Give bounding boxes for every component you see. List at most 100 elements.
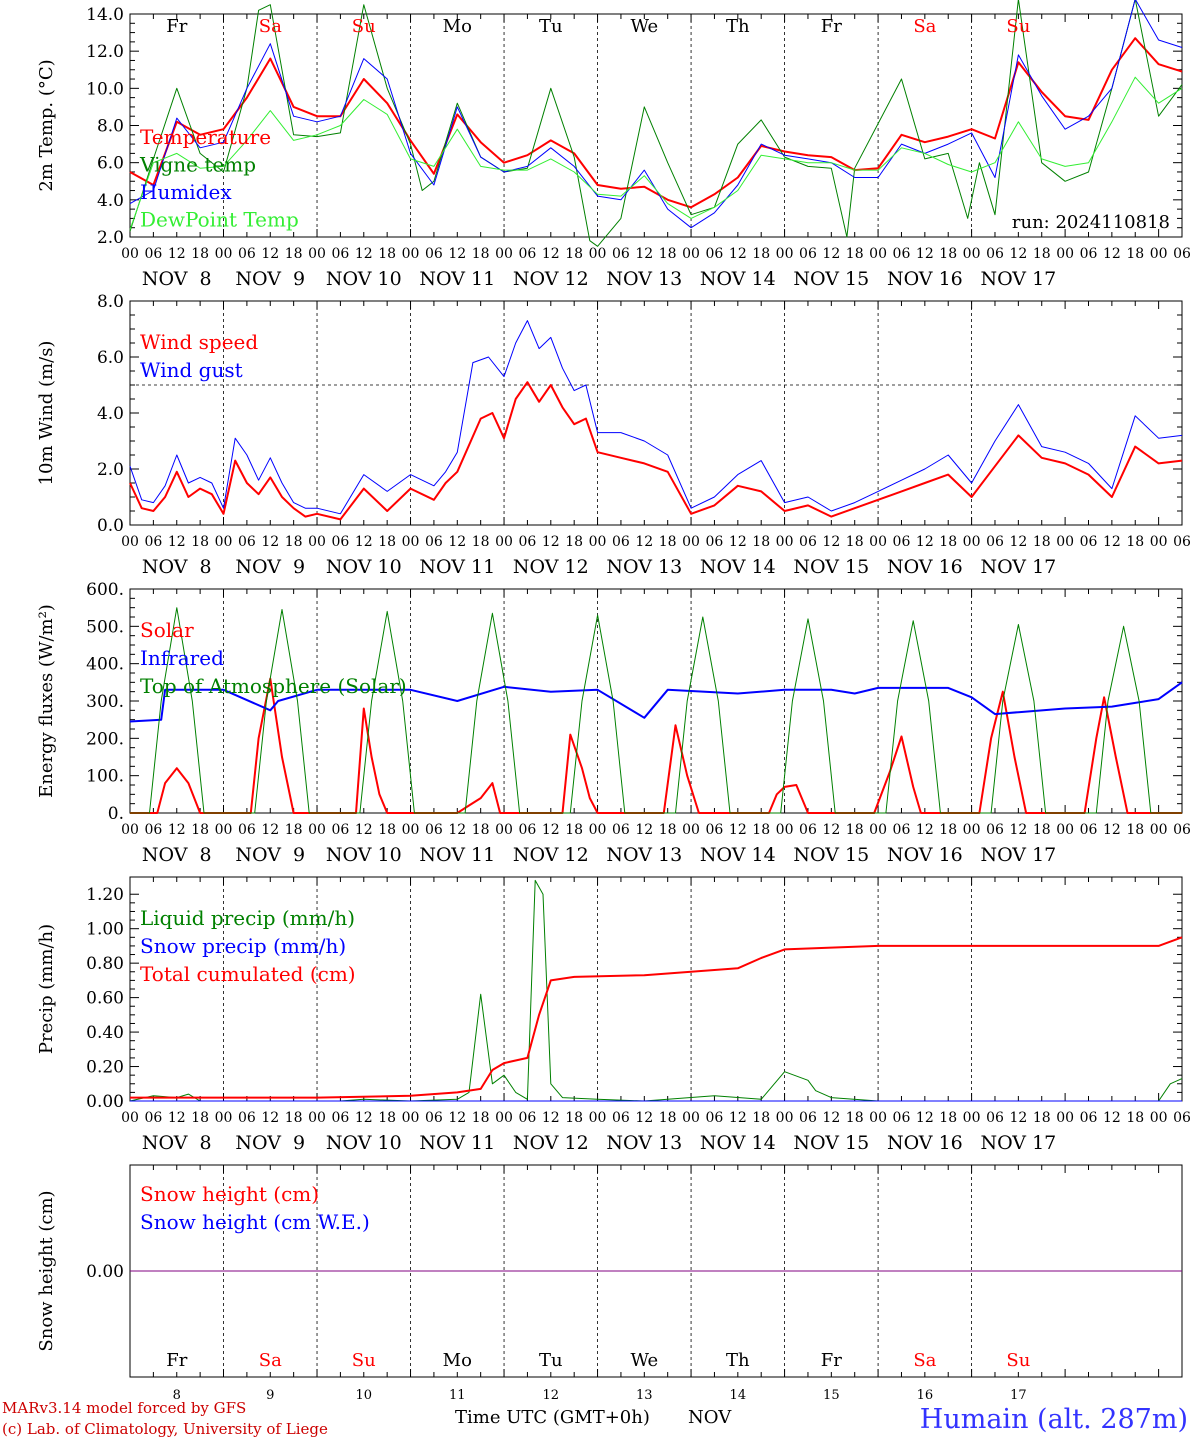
y-tick-label: 0.0: [97, 516, 124, 536]
legend-entry: Snow precip (mm/h): [140, 934, 346, 958]
date-label: NOV 12: [513, 556, 589, 578]
series-line: [130, 936, 1183, 1099]
hour-tick-label: 00: [308, 822, 326, 838]
hour-tick-label: 18: [939, 822, 957, 838]
day-abbr: Su: [352, 16, 376, 37]
hour-tick-label: 18: [1126, 534, 1144, 550]
day-abbr: Th: [726, 1350, 750, 1371]
date-label: NOV 17: [980, 556, 1056, 578]
legend-entry: DewPoint Temp: [140, 208, 299, 232]
hour-tick-label: 00: [776, 1110, 794, 1126]
y-axis-label: 10m Wind (m/s): [36, 341, 57, 486]
hour-tick-label: 06: [1173, 822, 1191, 838]
hour-tick-label: 00: [1150, 246, 1168, 262]
y-tick-label: 200.: [86, 729, 124, 749]
y-tick-label: 0.: [108, 804, 124, 824]
hour-tick-label: 18: [565, 822, 583, 838]
day-abbr: Fr: [166, 1350, 187, 1371]
hour-tick-label: 12: [168, 246, 186, 262]
hour-tick-label: 06: [331, 246, 349, 262]
hour-tick-label: 18: [1126, 1110, 1144, 1126]
chart-panel-3: 0. 100. 200. 300. 400. 500. 600. Energy fluxes …: [36, 580, 1191, 866]
hour-tick-label: 06: [612, 246, 630, 262]
hour-tick-label: 18: [191, 822, 209, 838]
hour-tick-label: 12: [355, 1110, 373, 1126]
hour-tick-label: 12: [1009, 822, 1027, 838]
y-axis-label: 2m Temp. (°C): [36, 59, 57, 191]
hour-tick-label: 00: [495, 822, 513, 838]
hour-tick-label: 12: [261, 246, 279, 262]
footer: MARv3.14 model forced by GFS (c) Lab. of…: [2, 1399, 1188, 1438]
hour-tick-label: 00: [869, 822, 887, 838]
chart-panel-1: 2.0 4.0 6.0 8.0 10.0 12.0 14.0 2m Temp. (°C) Tem…: [36, 0, 1191, 290]
date-label: NOV 16: [887, 556, 963, 578]
hour-tick-label: 12: [448, 1110, 466, 1126]
hour-tick-label: 00: [1056, 822, 1074, 838]
hour-tick-label: 18: [1126, 246, 1144, 262]
hour-tick-label: 18: [846, 822, 864, 838]
legend-entry: Total cumulated (cm): [140, 962, 356, 986]
y-tick-label: 8.0: [97, 117, 124, 137]
plot-frame: [129, 13, 1183, 238]
date-label: NOV 14: [700, 556, 776, 578]
hour-tick-label: 00: [589, 534, 607, 550]
hour-tick-label: 12: [635, 822, 653, 838]
y-tick-label: 4.0: [97, 404, 124, 424]
day-abbr: Sa: [913, 1350, 936, 1371]
date-label: NOV 16: [887, 1132, 963, 1154]
hour-tick-label: 06: [706, 1110, 724, 1126]
hour-tick-label: 06: [893, 534, 911, 550]
date-label: NOV 9: [235, 1132, 305, 1154]
hour-tick-label: 12: [1103, 1110, 1121, 1126]
legend-entry: Solar: [140, 618, 194, 642]
date-label: NOV 12: [513, 268, 589, 290]
legend-entry: Infrared: [140, 646, 224, 670]
hour-tick-label: 12: [542, 1110, 560, 1126]
hour-tick-label: 00: [589, 1110, 607, 1126]
hour-tick-label: 06: [986, 246, 1004, 262]
day-abbr: We: [630, 1350, 658, 1371]
hour-tick-label: 06: [799, 822, 817, 838]
date-label: NOV 12: [513, 844, 589, 866]
hour-tick-label: 00: [1056, 246, 1074, 262]
hour-tick-label: 18: [939, 534, 957, 550]
legend-entry: Wind gust: [140, 358, 243, 382]
location-title: Humain (alt. 287m): [920, 1404, 1188, 1435]
date-label: NOV 8: [142, 1132, 212, 1154]
day-abbr: Su: [1006, 1350, 1030, 1371]
hour-tick-label: 06: [1173, 246, 1191, 262]
hour-tick-label: 12: [729, 822, 747, 838]
hour-tick-label: 12: [542, 822, 560, 838]
y-tick-label: 0.40: [86, 1023, 124, 1043]
hour-tick-label: 00: [776, 534, 794, 550]
y-tick-label: 0.20: [86, 1058, 124, 1078]
hour-tick-label: 12: [355, 534, 373, 550]
hour-tick-label: 18: [472, 246, 490, 262]
y-tick-label: 1.00: [86, 920, 124, 940]
date-label: NOV 12: [513, 1132, 589, 1154]
hour-tick-label: 18: [846, 534, 864, 550]
hour-tick-label: 00: [308, 246, 326, 262]
hour-tick-label: 12: [822, 822, 840, 838]
hour-tick-label: 06: [612, 822, 630, 838]
hour-tick-label: 06: [144, 534, 162, 550]
hour-tick-label: 06: [893, 246, 911, 262]
hour-tick-label: 06: [425, 822, 443, 838]
date-label: NOV 16: [887, 268, 963, 290]
hour-tick-label: 18: [378, 246, 396, 262]
day-number: 17: [1010, 1388, 1027, 1403]
chart-panel-4: 0.00 0.20 0.40 0.60 0.80 1.00 1.20 Precip (mm/h…: [36, 876, 1191, 1154]
hour-tick-label: 00: [1150, 1110, 1168, 1126]
hour-tick-label: 06: [612, 1110, 630, 1126]
hour-tick-label: 00: [776, 246, 794, 262]
hour-tick-label: 12: [355, 822, 373, 838]
hour-tick-label: 12: [635, 1110, 653, 1126]
hour-tick-label: 18: [378, 1110, 396, 1126]
hour-tick-label: 06: [144, 1110, 162, 1126]
footer-model-credit: MARv3.14 model forced by GFS: [2, 1399, 246, 1417]
hour-tick-label: 18: [939, 1110, 957, 1126]
date-label: NOV 17: [980, 844, 1056, 866]
chart-panel-2: 0.0 2.0 4.0 6.0 8.0 10m Wind (m/s) Wind speed W…: [36, 292, 1191, 578]
day-number: 13: [636, 1388, 653, 1403]
hour-tick-label: 00: [402, 534, 420, 550]
